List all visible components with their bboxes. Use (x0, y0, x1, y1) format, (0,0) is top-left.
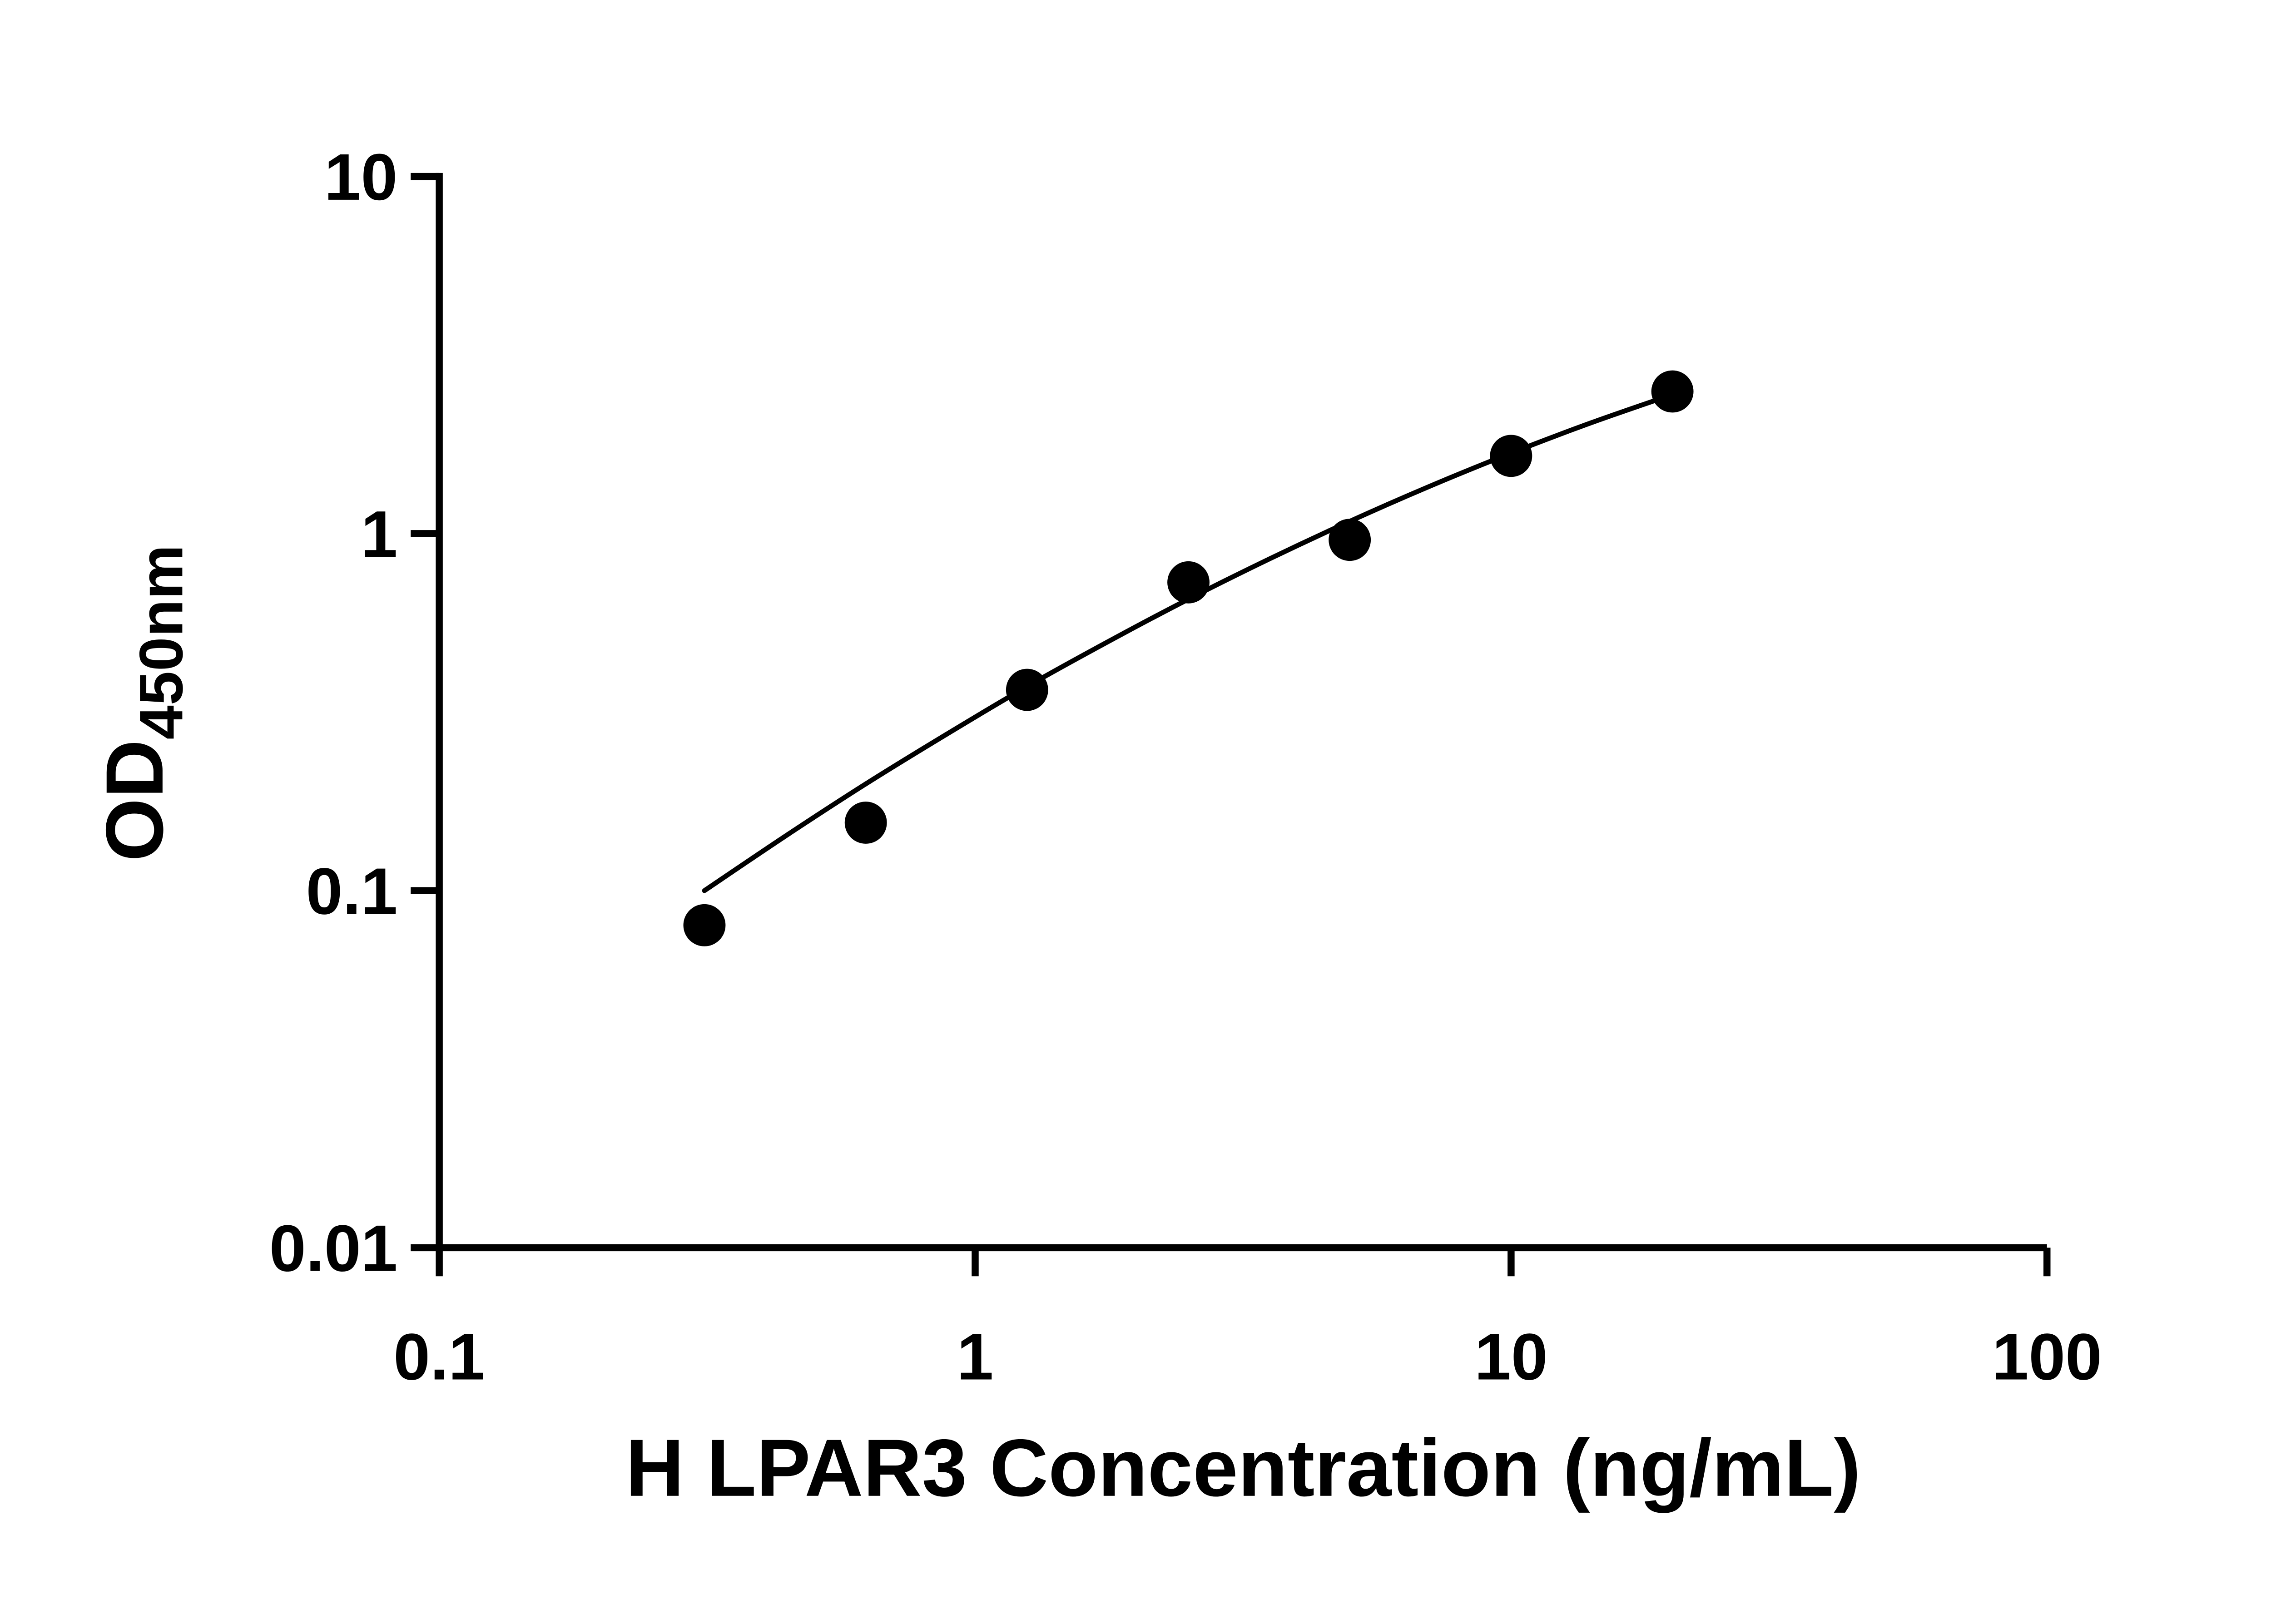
y-axis-title-main: OD (89, 739, 180, 861)
x-axis-tick-labels: 0.1 1 10 100 (393, 1320, 2102, 1394)
y-axis-ticks (411, 173, 440, 1252)
y-tick-label: 0.1 (306, 854, 398, 928)
x-tick-label: 100 (1992, 1320, 2102, 1394)
x-axis-ticks (436, 1248, 2051, 1277)
y-axis-title: OD450nm (89, 545, 196, 862)
x-tick-label: 10 (1474, 1320, 1547, 1394)
y-tick-label: 1 (361, 497, 398, 571)
y-tick-label: 10 (324, 140, 397, 214)
data-points (683, 370, 1694, 946)
data-point-marker (1490, 435, 1532, 477)
data-point-marker (1651, 370, 1694, 413)
data-point-marker (1006, 668, 1048, 711)
y-axis-tick-labels: 10 1 0.1 0.01 (269, 140, 397, 1285)
x-tick-label: 0.1 (393, 1320, 485, 1394)
data-point-marker (844, 802, 887, 844)
y-tick-label: 0.01 (269, 1212, 397, 1285)
x-tick-label: 1 (957, 1320, 994, 1394)
y-axis: 10 1 0.1 0.01 (269, 140, 443, 1285)
x-axis: 0.1 1 10 100 (393, 1244, 2102, 1394)
data-point-marker (1167, 561, 1210, 604)
data-point-marker (1329, 519, 1371, 561)
y-axis-title-subscript: 450nm (126, 545, 195, 740)
x-axis-title: H LPAR3 Concentration (ng/mL) (625, 1422, 1861, 1513)
data-point-marker (683, 904, 726, 946)
